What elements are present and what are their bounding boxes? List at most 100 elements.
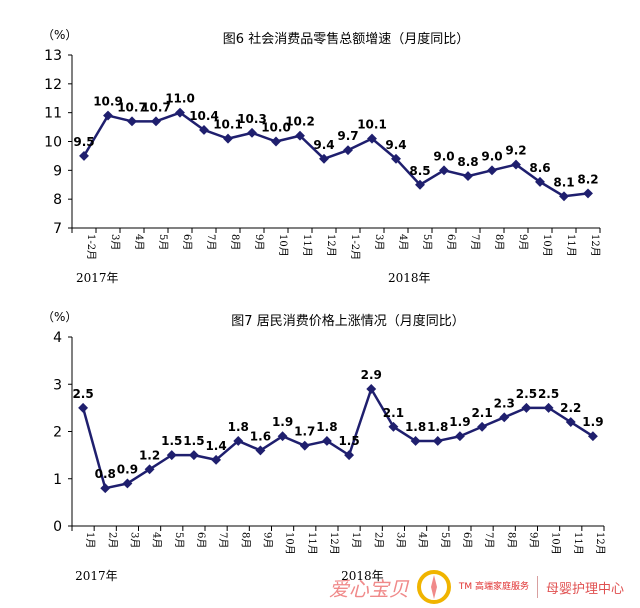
chart-2-x-tick-label: 1月 bbox=[350, 532, 362, 548]
chart-1-point bbox=[295, 130, 305, 141]
chart-2-data-label: 1.5 bbox=[338, 434, 359, 448]
chart-2-point bbox=[432, 436, 443, 446]
chart-2-data-label: 1.8 bbox=[405, 420, 426, 434]
chart-1-point bbox=[103, 110, 113, 121]
chart-2-y-tick-label: 0 bbox=[53, 519, 62, 535]
chart-1-point bbox=[463, 171, 473, 182]
chart-2-unit-label: （%） bbox=[42, 310, 77, 324]
chart-1-x-tick-label: 1-2月 bbox=[85, 234, 97, 260]
watermark-subtitle: 母婴护理中心 bbox=[545, 581, 624, 597]
chart-2-x-tick-label: 7月 bbox=[483, 532, 495, 548]
watermark-brand: 爱心宝贝 bbox=[328, 576, 409, 601]
chart-1-point bbox=[319, 153, 329, 164]
chart-2-x-tick-label: 11月 bbox=[572, 532, 584, 555]
chart-2-point bbox=[388, 421, 399, 432]
chart-1-y-tick-label: 11 bbox=[44, 106, 62, 122]
chart-2-data-label: 0.9 bbox=[117, 462, 138, 476]
chart-2-x-tick-label: 5月 bbox=[173, 532, 185, 548]
chart-2-x-tick-label: 6月 bbox=[195, 532, 207, 548]
chart-2-data-label: 1.8 bbox=[427, 420, 448, 434]
chart-2-point bbox=[255, 445, 266, 456]
chart-2-data-label: 1.5 bbox=[161, 434, 182, 448]
chart-2-series-line bbox=[81, 387, 594, 490]
chart-1-point bbox=[223, 133, 233, 144]
chart-1-unit-label: （%） bbox=[42, 28, 77, 42]
chart-2-point bbox=[499, 412, 510, 423]
chart-1-y-tick-label: 10 bbox=[44, 135, 62, 151]
chart-1-data-label: 9.2 bbox=[505, 144, 526, 158]
chart-2-point bbox=[410, 436, 421, 446]
chart-2-title: 图7 居民消费价格上涨情况（月度同比） bbox=[231, 313, 464, 329]
chart-2-point bbox=[587, 431, 598, 442]
chart-2-x-tick-label: 9月 bbox=[527, 532, 539, 548]
chart-2-x-tick-label: 10月 bbox=[284, 532, 296, 555]
chart-2-x-tick-label: 10月 bbox=[550, 532, 562, 555]
chart-1-data-label: 9.4 bbox=[385, 138, 406, 152]
chart-1-x-tick-label: 11月 bbox=[301, 234, 313, 257]
watermark: 爱心宝贝 TM 高端家庭服务 母婴护理中心 bbox=[329, 570, 624, 604]
chart-1-data-label: 10.7 bbox=[141, 100, 171, 114]
chart-1-year-label: 2017年 bbox=[76, 271, 119, 285]
chart-1-point bbox=[127, 116, 137, 127]
chart-2-y-tick-label: 4 bbox=[53, 330, 62, 346]
chart-2-data-label: 2.5 bbox=[516, 387, 537, 401]
chart-2-point bbox=[521, 402, 532, 413]
chart-2-point bbox=[144, 464, 155, 475]
chart-2-point bbox=[299, 440, 310, 451]
chart-1-x-tick-label: 3月 bbox=[109, 234, 121, 250]
chart-1-data-label: 10.2 bbox=[285, 115, 315, 129]
chart-1-y-tick-label: 12 bbox=[44, 77, 62, 93]
chart-2-data-label: 2.5 bbox=[72, 387, 93, 401]
chart-2-data-label: 1.7 bbox=[294, 425, 315, 439]
chart-1-data-label: 9.5 bbox=[73, 135, 94, 149]
chart-2-point bbox=[543, 402, 554, 413]
chart-1-x-tick-label: 4月 bbox=[133, 234, 145, 250]
chart-1-data-label: 8.8 bbox=[457, 155, 478, 169]
chart-2-x-tick-label: 2月 bbox=[106, 532, 118, 548]
chart-2-data-label: 1.6 bbox=[250, 429, 271, 443]
chart-1-x-tick-label: 10月 bbox=[277, 234, 289, 257]
chart-2-point bbox=[321, 436, 332, 446]
chart-2-x-tick-label: 9月 bbox=[261, 532, 273, 548]
chart-1-x-tick-label: 8月 bbox=[229, 234, 241, 250]
chart-1-y-tick-label: 9 bbox=[53, 163, 62, 179]
chart-2-x-tick-label: 2月 bbox=[372, 532, 384, 548]
chart-1-data-label: 10.7 bbox=[117, 100, 147, 114]
chart-1-data-label: 10.9 bbox=[93, 95, 123, 109]
chart-2-x-tick-label: 3月 bbox=[394, 532, 406, 548]
chart-2-data-label: 2.1 bbox=[383, 406, 404, 420]
chart-2-point bbox=[344, 450, 355, 461]
chart-1-y-tick-label: 7 bbox=[53, 221, 62, 237]
chart-1-point bbox=[391, 153, 401, 164]
chart-1-point bbox=[79, 150, 89, 161]
chart-2-data-label: 2.1 bbox=[471, 406, 492, 420]
chart-2-year-label: 2018年 bbox=[341, 569, 384, 583]
chart-2-x-tick-label: 4月 bbox=[417, 532, 429, 548]
chart-2-data-label: 1.9 bbox=[449, 415, 470, 429]
chart-2-data-label: 1.9 bbox=[582, 415, 603, 429]
chart-2-point bbox=[188, 450, 199, 461]
chart-1-point bbox=[559, 191, 569, 202]
chart-2-x-tick-label: 4月 bbox=[151, 532, 163, 548]
chart-1-point bbox=[343, 145, 353, 156]
chart-1-point bbox=[415, 179, 425, 190]
chart-1-data-label: 8.5 bbox=[409, 164, 430, 178]
chart-2-data-label: 1.5 bbox=[183, 434, 204, 448]
chart-1-data-label: 10.0 bbox=[261, 121, 291, 135]
chart-2-x-tick-label: 12月 bbox=[594, 532, 606, 555]
watermark-logo-icon bbox=[416, 570, 451, 604]
chart-2-x-tick-label: 1月 bbox=[84, 532, 96, 548]
chart-2-point bbox=[78, 402, 89, 413]
chart-2-data-label: 0.8 bbox=[95, 467, 116, 481]
chart-1-point bbox=[175, 107, 185, 118]
chart-2-point bbox=[477, 421, 488, 432]
chart-2-data-label: 2.9 bbox=[361, 368, 382, 382]
watermark-divider bbox=[536, 576, 538, 598]
chart-2-x-tick-label: 7月 bbox=[217, 532, 229, 548]
chart-2-data-label: 1.8 bbox=[316, 420, 337, 434]
chart-1-data-label: 9.7 bbox=[337, 129, 358, 143]
chart-1-y-tick-label: 8 bbox=[53, 192, 62, 208]
chart-1-point bbox=[199, 125, 209, 135]
chart-2-x-tick-label: 5月 bbox=[439, 532, 451, 548]
